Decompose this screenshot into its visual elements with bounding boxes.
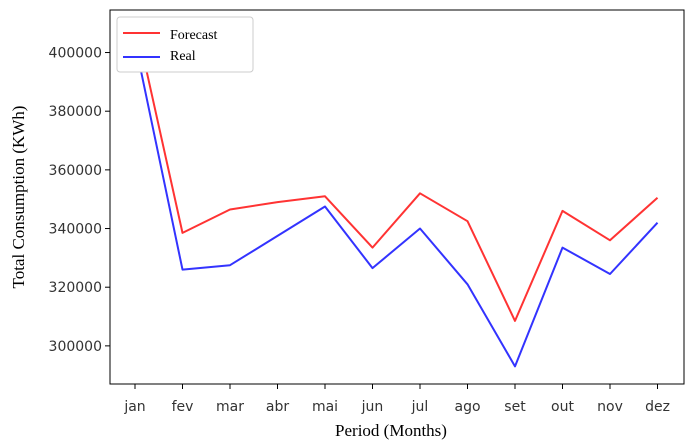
y-axis-ticks: 300000 320000 340000 360000 380000 400000 bbox=[49, 46, 110, 355]
y-tick-label: 360000 bbox=[49, 163, 102, 179]
legend-label-real: Real bbox=[170, 49, 196, 64]
x-tick-label: out bbox=[551, 399, 574, 415]
legend-label-forecast: Forecast bbox=[170, 28, 218, 43]
y-tick-label: 340000 bbox=[49, 222, 102, 238]
x-axis-label: Period (Months) bbox=[335, 421, 447, 440]
x-tick-label: dez bbox=[645, 399, 670, 415]
y-tick-label: 300000 bbox=[49, 339, 102, 355]
series-lines bbox=[134, 18, 659, 368]
series-line-real bbox=[134, 42, 659, 368]
x-tick-label: fev bbox=[172, 399, 194, 415]
x-tick-label: nov bbox=[597, 399, 623, 415]
legend: Forecast Real bbox=[116, 16, 254, 73]
x-tick-label: set bbox=[504, 399, 526, 415]
y-axis-label: Total Consumption (KWh) bbox=[9, 106, 28, 289]
x-tick-label: jun bbox=[361, 399, 384, 415]
legend-box bbox=[116, 16, 254, 73]
x-tick-label: ago bbox=[454, 399, 480, 415]
y-tick-label: 380000 bbox=[49, 104, 102, 120]
y-tick-label: 320000 bbox=[49, 280, 102, 296]
x-tick-label: jan bbox=[123, 399, 145, 415]
plot-frame bbox=[109, 9, 685, 385]
x-axis-ticks: jan fev mar abr mai jun jul ago set out nov dez bbox=[123, 384, 670, 415]
x-tick-label: mai bbox=[312, 399, 338, 415]
y-tick-label: 400000 bbox=[49, 46, 102, 62]
series-line-forecast bbox=[134, 18, 659, 322]
x-tick-label: abr bbox=[266, 399, 289, 415]
x-tick-label: mar bbox=[216, 399, 244, 415]
x-tick-label: jul bbox=[411, 399, 429, 415]
